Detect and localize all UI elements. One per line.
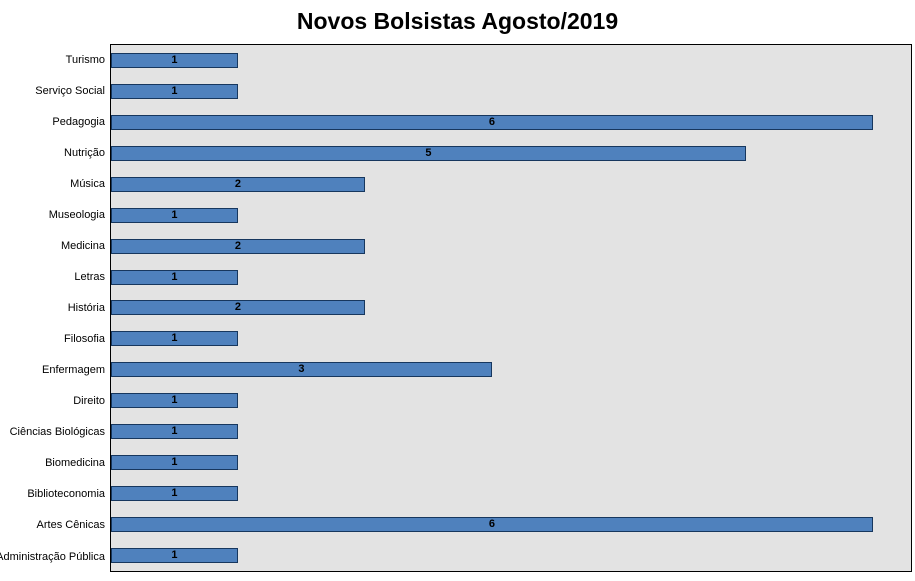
bar-value-label: 2 [234, 239, 242, 252]
category-label: História [67, 302, 105, 315]
bar: 1 [111, 269, 238, 285]
bar: 3 [111, 362, 492, 378]
bar-row: 1 [111, 416, 911, 447]
bar-row: 1 [111, 323, 911, 354]
bar-row: 1 [111, 540, 911, 571]
bar-row: 1 [111, 200, 911, 231]
bar-row: 3 [111, 354, 911, 385]
category-label: Enfermagem [42, 364, 105, 377]
category-label: Direito [73, 395, 105, 408]
bar-value-label: 1 [171, 425, 178, 438]
bar-row: 1 [111, 478, 911, 509]
category-label: Letras [74, 270, 105, 283]
bar: 1 [111, 424, 238, 440]
bar-row: 2 [111, 169, 911, 200]
bar-value-label: 1 [171, 394, 178, 407]
bar: 1 [111, 486, 238, 502]
bar: 6 [111, 517, 873, 533]
bar-value-label: 3 [298, 363, 305, 376]
bar-value-label: 1 [171, 456, 178, 469]
bar: 1 [111, 393, 238, 409]
bar: 1 [111, 331, 238, 347]
bar: 2 [111, 238, 365, 254]
bar-value-label: 1 [171, 208, 178, 221]
category-label: Pedagogia [52, 115, 105, 128]
chart-body: Turismo Serviço Social Pedagogia Nutrição Mú… [0, 44, 912, 572]
bar: 1 [111, 547, 238, 563]
category-label: Ciências Biológicas [9, 426, 105, 439]
bar-row: 1 [111, 385, 911, 416]
bar-row: 6 [111, 107, 911, 138]
category-label: Nutrição [64, 146, 105, 159]
bar-row: 2 [111, 293, 911, 324]
bar-value-label: 1 [171, 53, 178, 66]
category-label: Museologia [48, 208, 105, 221]
bar: 1 [111, 83, 238, 99]
bar-row: 1 [111, 76, 911, 107]
bar: 1 [111, 455, 238, 471]
category-label: Filosofia [64, 333, 105, 346]
bar-row: 1 [111, 447, 911, 478]
y-axis-category-labels: Turismo Serviço Social Pedagogia Nutrição Mú… [0, 44, 110, 572]
category-label: Turismo [65, 53, 105, 66]
bar-value-label: 1 [171, 548, 178, 561]
bar-row: 6 [111, 509, 911, 540]
category-label: Música [70, 177, 105, 190]
bar: 1 [111, 52, 238, 68]
bar: 2 [111, 176, 365, 192]
bar-value-label: 5 [425, 146, 432, 159]
category-label: Serviço Social [35, 84, 105, 97]
category-label: Artes Cênicas [36, 519, 105, 532]
bar-value-label: 1 [171, 270, 178, 283]
category-label: Administração Pública [0, 550, 105, 563]
bar-row: 2 [111, 231, 911, 262]
bar-row: 1 [111, 262, 911, 293]
bar-row: 1 [111, 45, 911, 76]
category-label: Biblioteconomia [27, 488, 105, 501]
bar-row: 5 [111, 138, 911, 169]
bar: 5 [111, 145, 746, 161]
category-label: Medicina [60, 239, 105, 252]
category-label: Biomedicina [45, 457, 105, 470]
bar-value-label: 1 [171, 332, 178, 345]
bar-value-label: 1 [171, 84, 178, 97]
bar-value-label: 1 [171, 487, 178, 500]
bar: 1 [111, 207, 238, 223]
bar-value-label: 2 [234, 177, 242, 190]
bar-value-label: 6 [488, 518, 495, 531]
bar: 2 [111, 300, 365, 316]
bar-value-label: 2 [234, 301, 242, 314]
chart-title: Novos Bolsistas Agosto/2019 [296, 8, 619, 34]
bar-value-label: 6 [488, 115, 495, 128]
bar: 6 [111, 114, 873, 130]
